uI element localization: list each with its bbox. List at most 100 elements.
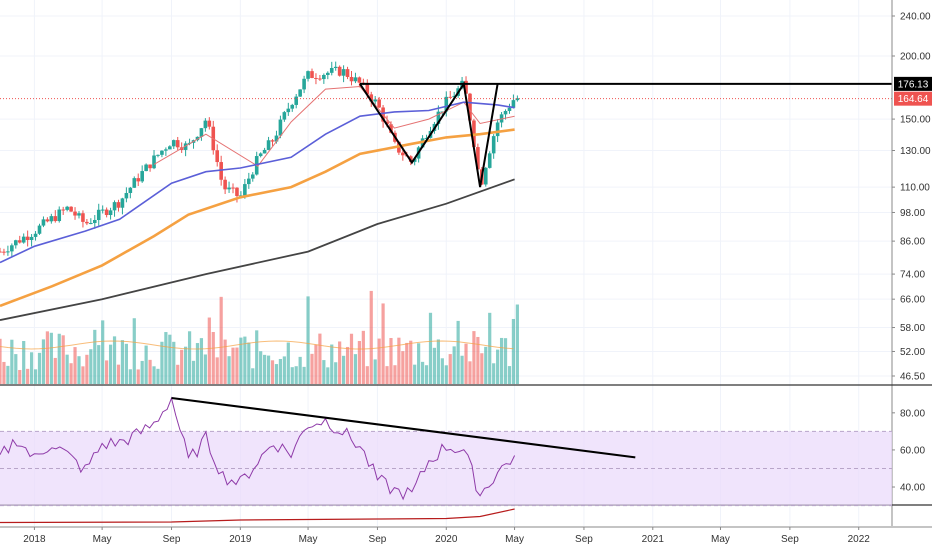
rsi-divergence-line[interactable] [171,397,636,459]
candle-body [6,251,10,253]
candle-body [357,77,362,83]
candle-body [73,211,77,216]
volume-bar [417,343,421,384]
pattern-trend-line[interactable] [359,81,499,188]
volume-bar [507,366,512,384]
volume-bar [263,354,267,384]
candle-body [33,233,38,237]
volume-bar [22,341,26,384]
time-tick-label: May [711,534,730,545]
volume-bar [472,331,476,384]
candle-body [401,152,405,156]
volume-bar [176,364,180,384]
volume-bar [496,349,500,384]
candle-body [322,74,326,80]
candle-body [282,112,287,120]
volume-bar [211,332,215,384]
volume-bar [53,357,57,384]
candle-body [2,251,6,253]
volume-bar [460,355,464,384]
candle-body [124,193,129,199]
volume-bar [476,336,480,384]
volume-bar [10,339,14,384]
volume-bar [464,343,468,384]
candle-body [10,245,14,252]
volume-bar [243,336,247,384]
candle-body [61,209,65,211]
candle-body [175,140,180,148]
candle-body [424,137,429,139]
volume-bar [409,340,413,384]
volume-bar [448,354,452,384]
candle-body [515,98,520,101]
time-tick-label: 2019 [229,534,252,545]
candle-body [17,240,22,243]
volume-bar [420,361,425,384]
candle-body [511,100,516,108]
candle-body [199,128,204,137]
volume-bar [6,365,10,384]
candle-body [495,122,500,137]
volume-bar [85,354,89,384]
volume-bar [381,303,385,384]
volume-bar [73,347,77,384]
candle-body [171,140,176,147]
moving-average-slow [0,128,515,308]
candle-body [440,111,445,113]
moving-average-fast [153,85,515,167]
candle-body [310,71,314,78]
volume-bar [436,339,440,384]
candle-body [444,96,449,112]
candle-body [41,219,46,226]
volume-bar [444,365,448,384]
volume-bar [223,339,227,384]
candle-body [231,187,235,189]
candle-body [160,150,164,155]
volume-bar [239,337,243,384]
volume-average-line [0,340,514,350]
candle-body [483,167,488,185]
candle-body [195,136,200,141]
volume-bar [357,340,361,384]
volume-bar [345,346,350,384]
candle-body [69,206,73,212]
volume-bar [499,337,504,384]
resistance-price-label: 176.13 [898,79,929,90]
candle-body [21,236,26,243]
candle-body [116,202,121,208]
candle-body [128,187,133,194]
volume-bar [207,317,211,384]
volume-bar [247,342,251,384]
candle-body [341,69,346,76]
candle-body [156,154,160,156]
time-tick-label: May [93,534,112,545]
candle-body [318,78,322,80]
volume-bar [282,356,286,384]
candle-body [207,120,212,127]
time-tick-label: 2018 [23,534,46,545]
volume-bar [484,346,488,384]
volume-bar [128,369,132,384]
candle-body [487,153,492,168]
volume-bar [101,320,105,384]
candle-body [266,140,271,150]
volume-bar [49,332,53,384]
candle-body [278,119,283,136]
volume-bar [385,366,389,384]
candle-body [412,158,417,162]
time-tick-label: 2022 [848,534,871,545]
volume-bar [41,339,46,384]
volume-bar [306,296,310,384]
volume-bar [440,358,444,384]
price-tick-label: 86.00 [900,237,925,248]
volume-bar [0,338,2,384]
candle-body [333,66,338,68]
volume-bar [255,330,259,384]
candle-body [144,164,148,172]
rsi-tick-label: 40.00 [900,483,925,494]
candle-body [436,111,441,124]
candle-body [464,80,468,94]
candle-body [168,146,172,150]
